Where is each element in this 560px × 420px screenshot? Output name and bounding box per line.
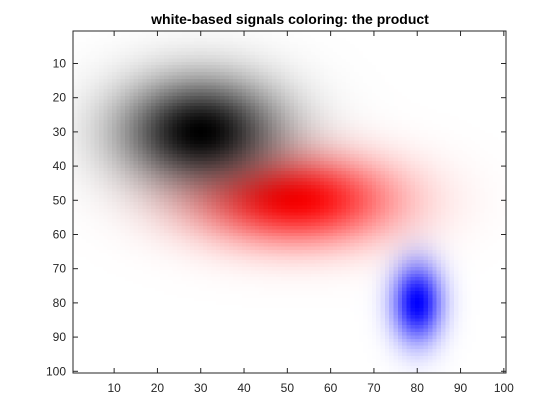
y-tick-label: 30 <box>53 125 67 139</box>
x-tick-label: 100 <box>494 381 514 395</box>
x-tick-label: 50 <box>281 381 295 395</box>
y-tick-label: 50 <box>53 193 67 207</box>
heatmap-cells <box>73 31 506 373</box>
x-axis: 10 20 30 40 50 60 70 80 90 100 <box>107 31 514 395</box>
y-tick-label: 80 <box>53 296 67 310</box>
x-tick-label: 30 <box>194 381 208 395</box>
y-tick-label: 100 <box>46 364 66 378</box>
y-tick-label: 40 <box>53 159 67 173</box>
y-tick-label: 10 <box>53 56 67 70</box>
x-tick-label: 10 <box>107 381 121 395</box>
y-tick-label: 70 <box>53 262 67 276</box>
x-tick-label: 80 <box>411 381 425 395</box>
x-tick-label: 90 <box>454 381 468 395</box>
heatmap-image <box>73 31 506 373</box>
y-tick-label: 20 <box>53 91 67 105</box>
chart-title: white-based signals coloring: the produc… <box>150 11 429 27</box>
x-tick-label: 40 <box>237 381 251 395</box>
y-tick-label: 90 <box>53 330 67 344</box>
x-tick-label: 70 <box>367 381 381 395</box>
y-axis: 10 20 30 40 50 60 70 80 90 100 <box>46 56 506 378</box>
y-tick-label: 60 <box>53 227 67 241</box>
x-tick-label: 60 <box>324 381 338 395</box>
axes-frame <box>72 30 507 374</box>
x-tick-label: 20 <box>151 381 165 395</box>
